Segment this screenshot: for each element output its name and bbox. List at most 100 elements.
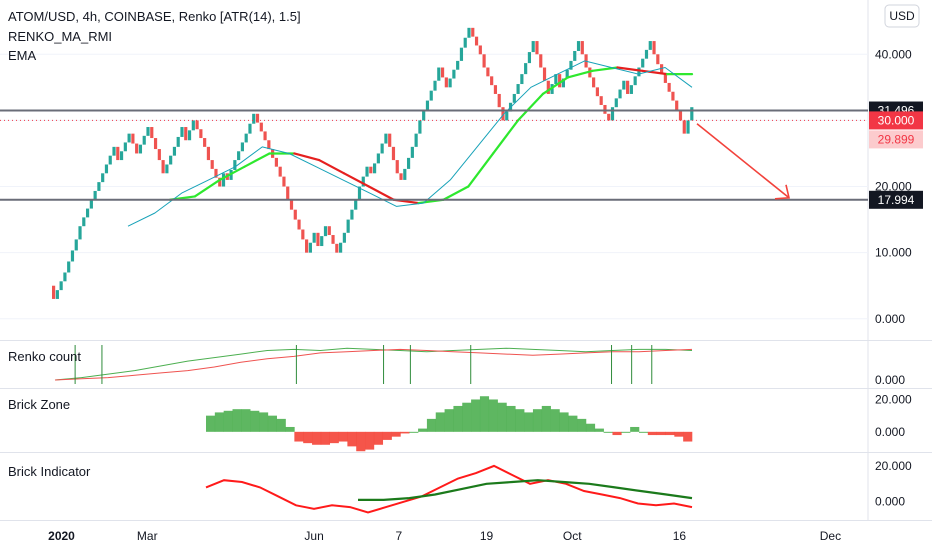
brick-zone-bar (488, 399, 498, 432)
renko-ma-rmi-segment (293, 152, 321, 162)
brick-zone-bar (347, 431, 357, 447)
renko-brick (214, 168, 218, 178)
renko-brick (361, 176, 365, 187)
renko-brick (425, 100, 430, 111)
renko-brick (176, 136, 180, 147)
renko-brick (252, 113, 256, 124)
price-label-text: 17.994 (878, 193, 915, 207)
renko-ma-rmi-segment (193, 178, 221, 198)
brick-zone-bar (338, 431, 348, 442)
brick-zone-bar (276, 418, 286, 432)
time-tick-label: 2020 (48, 529, 75, 543)
brick-zone-bar (426, 418, 437, 432)
renko-brick (437, 67, 441, 81)
time-tick-label: Dec (820, 529, 841, 543)
renko-brick (108, 155, 112, 165)
renko-brick (573, 50, 577, 61)
main-ema-lines (127, 60, 694, 227)
renko-brick (493, 85, 498, 94)
renko-brick (580, 41, 584, 55)
renko-brick (675, 100, 679, 111)
renko-count-line (54, 348, 693, 381)
renko-brick (263, 131, 267, 141)
brick-zone-bar (524, 412, 534, 432)
renko-brick (648, 41, 652, 50)
renko-brick (365, 166, 369, 177)
brick-zone-bar (391, 431, 401, 437)
currency-button-label: USD (889, 9, 915, 23)
brick-indicator-tick: 0.000 (875, 495, 905, 509)
brick-zone-bar (356, 431, 366, 452)
brick-zone-bar (214, 412, 224, 432)
renko-ma-rmi-segment (566, 69, 594, 79)
renko-brick (607, 113, 611, 121)
renko-brick (274, 157, 278, 167)
brick-zone-bar (373, 431, 384, 445)
renko-ma-rmi-segment (492, 119, 520, 155)
renko-ma-rmi-segment (616, 66, 644, 72)
currency-button[interactable]: USD (884, 4, 920, 28)
renko-brick (180, 127, 184, 137)
renko-brick (286, 186, 290, 200)
renko-brick (335, 243, 339, 253)
brick-indicator-title[interactable]: Brick Indicator (8, 464, 91, 479)
renko-brick (142, 135, 146, 145)
indicator-label-renko-ma-rmi[interactable]: RENKO_MA_RMI (8, 29, 112, 44)
renko-brick (410, 146, 414, 158)
renko-brick (603, 104, 607, 114)
renko-ma-rmi-segment (342, 172, 370, 188)
renko-brick (505, 111, 509, 121)
brick-zone-bar (559, 412, 569, 432)
renko-brick (388, 133, 392, 147)
renko-brick (501, 107, 505, 121)
indicator-label-ema[interactable]: EMA (8, 48, 37, 63)
renko-brick (422, 110, 426, 121)
renko-brick (138, 144, 143, 154)
renko-brick (301, 229, 305, 240)
brick-zone-bar (550, 409, 560, 432)
renko-brick (70, 250, 75, 262)
renko-brick (308, 242, 312, 253)
brick-zone-bar (303, 431, 313, 444)
price-label-box (869, 111, 923, 130)
renko-brick (403, 168, 407, 180)
price-label: 17.994 (869, 190, 923, 209)
renko-brick (244, 133, 248, 143)
renko-brick (342, 232, 346, 243)
brick-zone-title[interactable]: Brick Zone (8, 397, 70, 412)
brick-indicator-panel (205, 464, 693, 514)
brick-zone-bar (471, 399, 481, 432)
brick-zone-bar (603, 431, 613, 433)
renko-brick (678, 110, 683, 121)
renko-brick (474, 36, 479, 46)
main-grid (0, 53, 868, 320)
price-label: 30.000 (869, 111, 923, 130)
renko-brick (414, 133, 418, 147)
renko-brick (153, 138, 158, 150)
renko-brick (237, 151, 241, 161)
renko-brick (599, 96, 603, 105)
renko-brick (660, 64, 664, 75)
renko-ma-rmi-segment (243, 152, 271, 168)
renko-brick (119, 151, 124, 161)
renko-brick (172, 146, 177, 156)
time-tick-label: 16 (673, 529, 687, 543)
brick-zone-bar (241, 409, 251, 432)
renko-brick (305, 239, 309, 253)
renko-brick (184, 127, 188, 141)
renko-brick (531, 41, 535, 53)
renko-ma-rmi-segment (318, 158, 346, 175)
renko-brick (520, 74, 524, 85)
renko-brick (539, 54, 543, 68)
renko-count-title[interactable]: Renko count (8, 349, 81, 364)
brick-zone-bar (674, 431, 684, 437)
renko-brick (569, 60, 573, 70)
price-tick-label: 10.000 (875, 246, 912, 260)
renko-brick (565, 69, 569, 79)
brick-zone-bar (329, 431, 339, 444)
brick-indicator-red-line (205, 464, 693, 514)
brick-zone-bar (541, 405, 551, 432)
renko-ma-rmi-segment (442, 185, 470, 201)
renko-brick (610, 107, 615, 121)
